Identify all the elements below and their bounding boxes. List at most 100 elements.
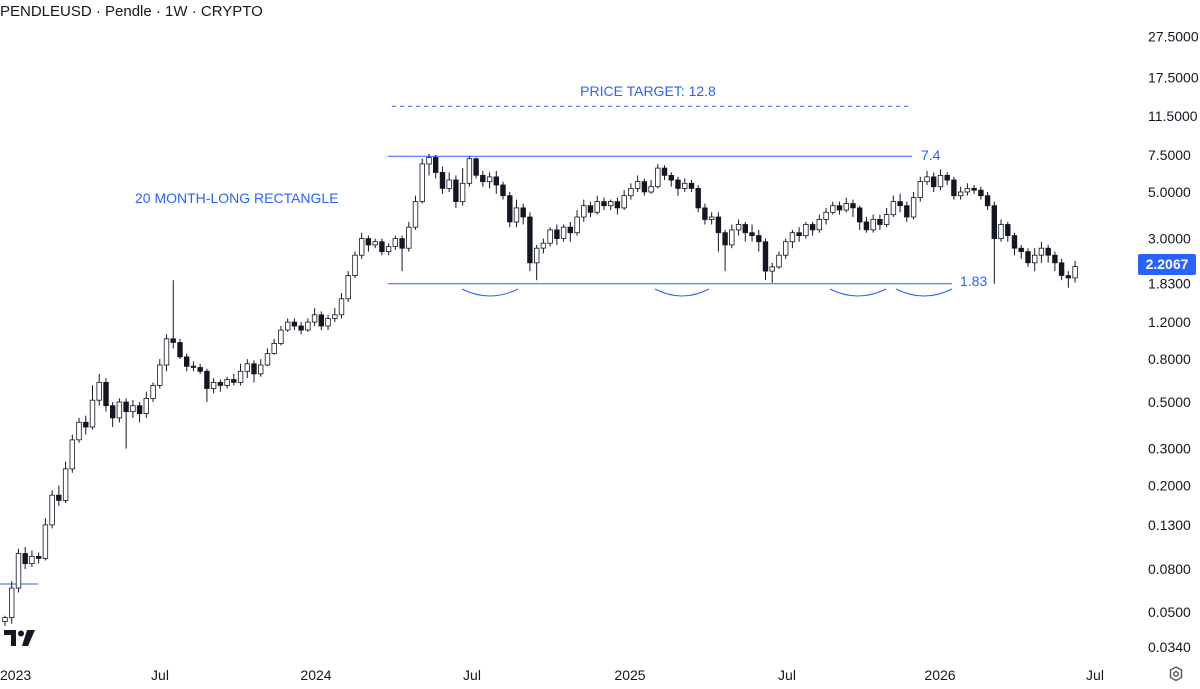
- candle-body: [958, 191, 964, 197]
- candle-body: [305, 321, 311, 331]
- candle-body: [136, 405, 143, 415]
- candle-body: [157, 364, 163, 386]
- candle-body: [1011, 235, 1018, 249]
- candle-body: [183, 356, 190, 367]
- candle-body: [998, 224, 1004, 240]
- candle-body: [486, 176, 493, 183]
- candle-body: [984, 195, 991, 207]
- candle-body: [1018, 247, 1024, 252]
- price-axis-label: 5.0000: [1148, 184, 1191, 200]
- candle-body: [372, 241, 378, 246]
- candle-body: [702, 207, 708, 220]
- candle-body: [190, 365, 197, 368]
- candle-body: [742, 224, 748, 234]
- candle-body: [857, 207, 863, 223]
- candle-body: [291, 321, 298, 327]
- candle-body: [594, 201, 600, 213]
- candle-body: [1072, 266, 1078, 279]
- candle-body: [197, 367, 203, 372]
- candle-body: [338, 298, 345, 316]
- candle-body: [1058, 262, 1065, 276]
- time-axis-label: 2026: [924, 667, 955, 683]
- candle-body: [480, 174, 486, 183]
- candle-body: [358, 238, 365, 256]
- candle-body: [1045, 247, 1051, 256]
- candle-body: [695, 187, 701, 209]
- candle-body: [587, 205, 594, 213]
- candle-body: [1032, 254, 1038, 264]
- candle-body: [76, 421, 82, 441]
- price-target-label: PRICE TARGET: 12.8: [580, 83, 716, 99]
- price-axis-label: 1.8300: [1148, 276, 1191, 292]
- candle-body: [163, 338, 170, 366]
- candle-body: [439, 171, 446, 189]
- time-axis: 2023 Jul 2024 Jul 2025 Jul 2026 Jul: [0, 667, 1104, 683]
- time-axis-label: Jul: [1086, 667, 1104, 683]
- candle-body: [466, 158, 473, 184]
- candle-body: [325, 317, 331, 327]
- candle-body: [507, 195, 513, 223]
- price-axis-label: 7.5000: [1148, 147, 1191, 163]
- candle-body: [473, 158, 479, 176]
- time-axis-label: 2023: [0, 667, 31, 683]
- candle-body: [567, 226, 573, 234]
- price-axis-label: 0.0500: [1148, 604, 1191, 620]
- candle-body: [830, 205, 836, 213]
- candle-body: [877, 218, 883, 225]
- candle-body: [352, 254, 358, 276]
- candle-body: [36, 556, 42, 559]
- candle-body: [863, 221, 870, 231]
- candle-body: [547, 229, 553, 244]
- time-axis-label: Jul: [151, 667, 169, 683]
- candle-body: [311, 314, 318, 323]
- candle-body: [655, 167, 661, 188]
- candles: [2, 153, 1078, 626]
- candle-body: [1065, 275, 1071, 279]
- candle-body: [217, 381, 224, 386]
- candle-body: [298, 325, 304, 331]
- candle-body: [924, 176, 930, 183]
- candle-body: [177, 342, 183, 358]
- candle-body: [170, 338, 176, 343]
- candle-body: [224, 379, 230, 386]
- candle-body: [83, 421, 89, 428]
- candle-body: [614, 201, 621, 209]
- candle-body: [459, 182, 466, 203]
- candle-body: [432, 157, 439, 173]
- candle-body: [843, 203, 849, 211]
- candle-body: [406, 226, 412, 249]
- candle-body: [897, 201, 903, 207]
- candle-body: [601, 201, 607, 207]
- candle-body: [823, 211, 829, 220]
- candle-body: [1038, 247, 1045, 256]
- candle-body: [931, 176, 937, 188]
- candle-body: [722, 232, 728, 246]
- candle-body: [1052, 254, 1058, 264]
- candle-body: [2, 617, 8, 622]
- candle-body: [978, 189, 984, 197]
- candle-body: [883, 214, 890, 225]
- candle-body: [8, 587, 15, 619]
- candle-body: [130, 405, 136, 413]
- price-axis-label: 0.5000: [1148, 394, 1191, 410]
- bottom-arc-4: [895, 288, 953, 297]
- candle-body: [42, 524, 49, 559]
- candle-body: [850, 203, 856, 209]
- price-axis-label: 3.0000: [1148, 231, 1191, 247]
- candle-body: [735, 224, 742, 231]
- candle-body: [412, 201, 419, 228]
- candle-body: [729, 229, 735, 246]
- bottom-arc-3: [829, 288, 887, 297]
- candle-body: [379, 241, 385, 253]
- candle-body: [964, 187, 971, 193]
- candle-body: [648, 186, 654, 193]
- candle-body: [917, 181, 923, 199]
- settings-gear-icon[interactable]: [1166, 664, 1186, 684]
- candle-body: [453, 179, 459, 203]
- candle-body: [769, 266, 775, 272]
- candle-body: [143, 397, 149, 414]
- candle-body: [22, 553, 28, 565]
- candle-body: [709, 216, 715, 220]
- candle-body: [237, 370, 244, 383]
